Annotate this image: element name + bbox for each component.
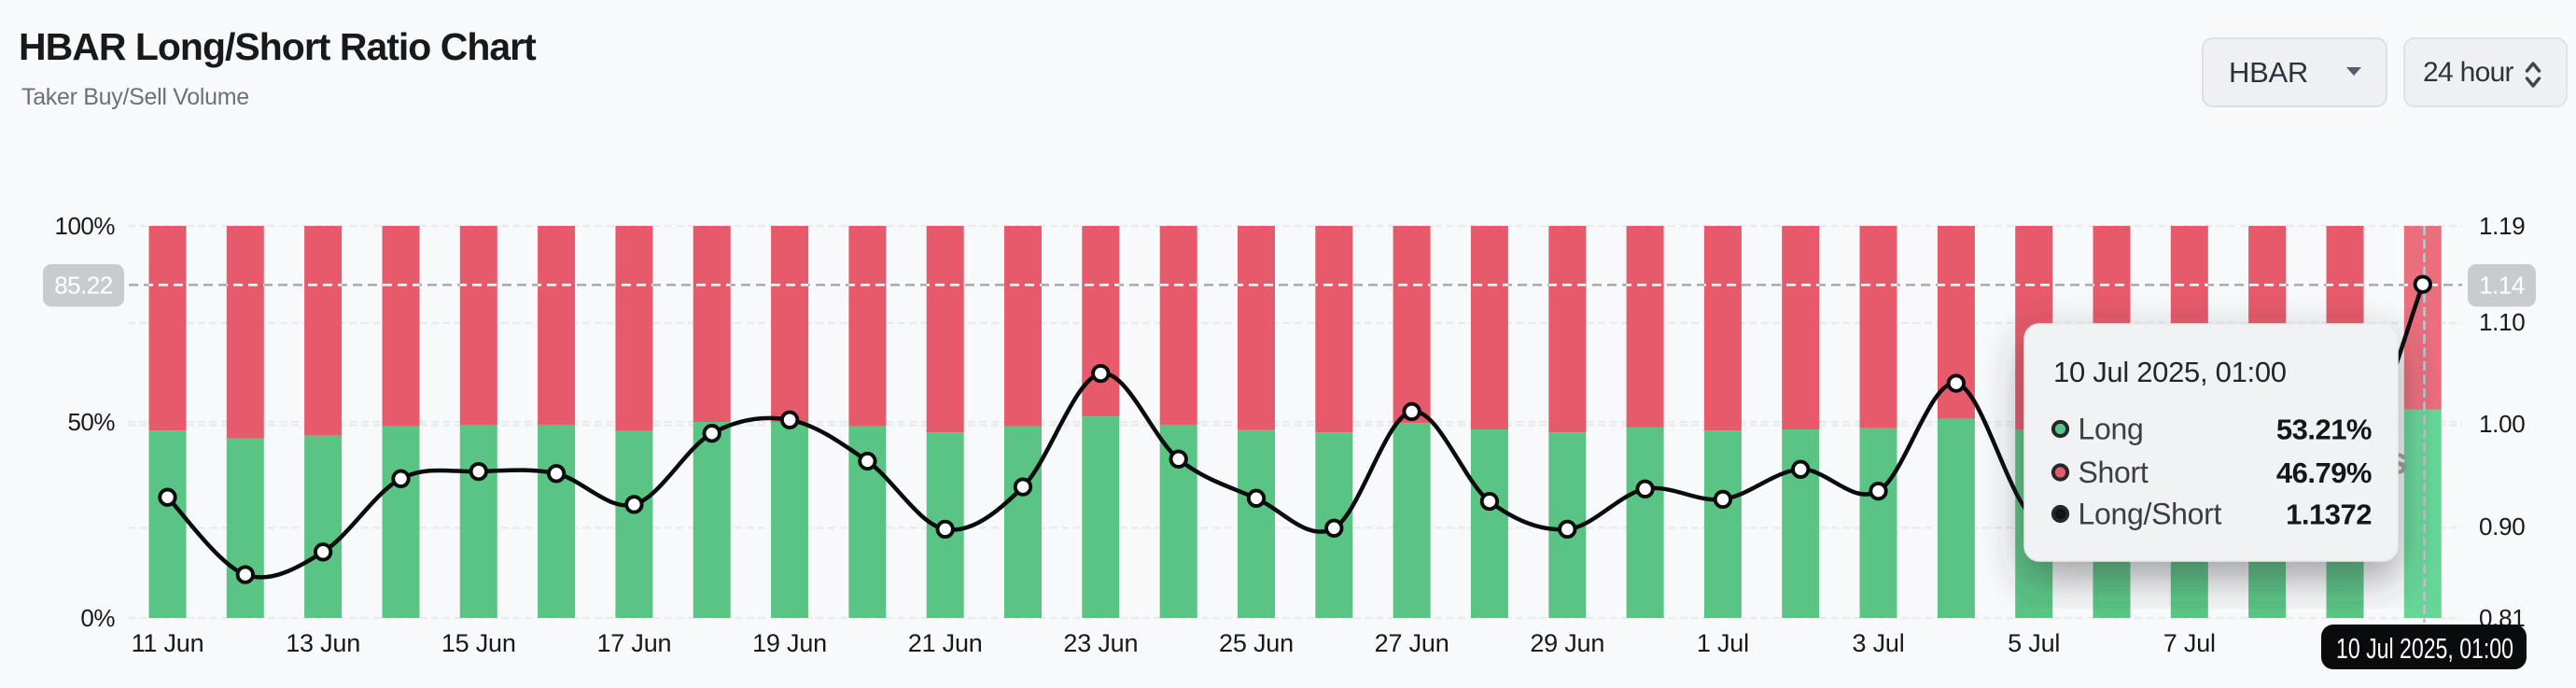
svg-text:1.14: 1.14 <box>2479 272 2525 300</box>
svg-text:53.21%: 53.21% <box>2276 414 2372 446</box>
svg-text:10 Jul 2025, 01:00: 10 Jul 2025, 01:00 <box>2336 632 2513 665</box>
svg-text:15 Jun: 15 Jun <box>441 629 516 657</box>
svg-text:11 Jun: 11 Jun <box>132 629 204 657</box>
svg-text:85.22: 85.22 <box>54 272 113 300</box>
svg-text:27 Jun: 27 Jun <box>1375 629 1449 657</box>
svg-text:5 Jul: 5 Jul <box>2008 629 2060 657</box>
svg-text:19 Jun: 19 Jun <box>752 629 827 657</box>
svg-text:17 Jun: 17 Jun <box>596 629 671 657</box>
svg-text:10 Jul 2025, 01:00: 10 Jul 2025, 01:00 <box>2053 356 2287 388</box>
svg-text:Long: Long <box>2079 413 2144 446</box>
svg-text:0%: 0% <box>80 604 115 632</box>
svg-text:Short: Short <box>2079 456 2149 489</box>
svg-text:13 Jun: 13 Jun <box>286 629 360 657</box>
svg-text:46.79%: 46.79% <box>2276 456 2372 489</box>
svg-text:100%: 100% <box>55 212 116 240</box>
svg-text:7 Jul: 7 Jul <box>2163 629 2216 657</box>
svg-text:1.00: 1.00 <box>2479 410 2525 438</box>
svg-text:1.10: 1.10 <box>2479 308 2525 336</box>
svg-text:0.90: 0.90 <box>2479 512 2525 541</box>
svg-text:23 Jun: 23 Jun <box>1063 629 1138 657</box>
svg-text:1.19: 1.19 <box>2479 212 2525 240</box>
svg-text:3 Jul: 3 Jul <box>1853 629 1905 657</box>
svg-text:29 Jun: 29 Jun <box>1530 629 1604 657</box>
svg-text:1.1372: 1.1372 <box>2286 498 2372 531</box>
svg-text:25 Jun: 25 Jun <box>1219 629 1294 657</box>
svg-text:21 Jun: 21 Jun <box>908 629 983 657</box>
svg-text:1 Jul: 1 Jul <box>1697 629 1749 657</box>
svg-text:50%: 50% <box>67 408 115 436</box>
svg-text:Long/Short: Long/Short <box>2079 498 2222 531</box>
